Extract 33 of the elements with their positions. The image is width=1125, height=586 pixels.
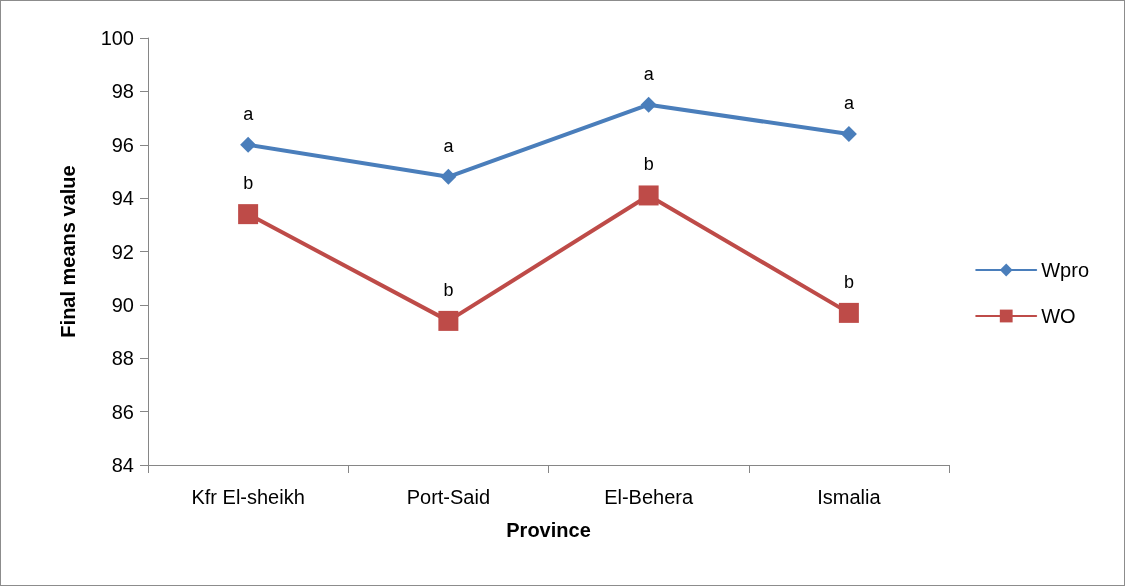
y-tick-label: 96 <box>111 133 134 156</box>
point <box>438 310 459 331</box>
annotation: a <box>243 103 255 124</box>
legend-label: WO <box>1041 305 1076 327</box>
y-tick-label: 94 <box>111 187 134 210</box>
y-tick-label: 86 <box>111 400 134 423</box>
y-tick-label: 98 <box>111 80 134 103</box>
x-tick-label: Kfr El-sheikh <box>191 486 305 508</box>
annotation: a <box>843 93 855 114</box>
annotation: b <box>443 279 454 300</box>
point <box>640 96 657 113</box>
point <box>440 168 457 185</box>
x-axis-title: Province <box>506 519 591 541</box>
annotation: b <box>643 154 654 175</box>
y-tick-label: 84 <box>111 454 134 476</box>
legend-label: Wpro <box>1041 259 1090 281</box>
y-tick-label: 100 <box>100 27 134 49</box>
y-axis-title: Final means value <box>57 165 79 338</box>
x-tick-label: Ismalia <box>817 486 882 508</box>
point <box>240 136 257 153</box>
point <box>838 302 859 323</box>
annotation: b <box>843 271 854 292</box>
point <box>840 126 857 143</box>
y-tick-label: 90 <box>111 293 134 316</box>
x-tick-label: El-Behera <box>604 486 694 508</box>
x-tick-label: Port-Said <box>406 486 491 508</box>
point <box>238 204 259 225</box>
y-tick-label: 88 <box>111 347 134 370</box>
annotation: a <box>443 135 455 156</box>
annotation: a <box>643 63 655 84</box>
y-tick-label: 92 <box>111 240 134 263</box>
point <box>638 185 659 206</box>
annotation: b <box>243 173 254 194</box>
